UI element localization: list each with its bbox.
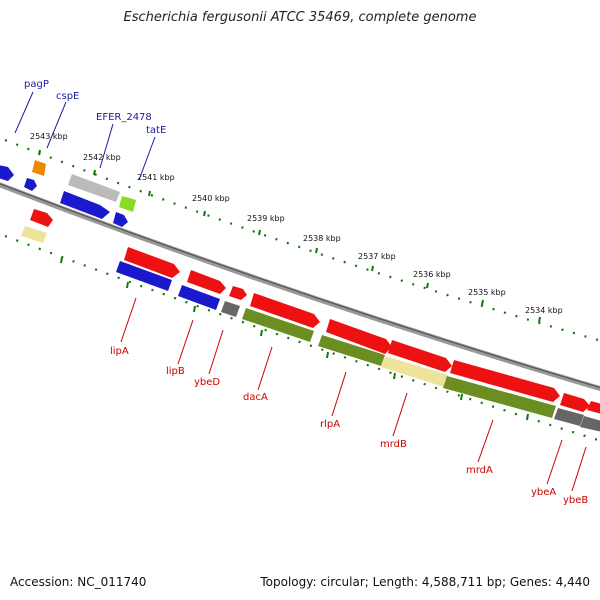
gene-red-5[interactable] — [326, 319, 392, 354]
tick-label-2537: 2537 kbp — [358, 252, 396, 261]
tick-label-2542: 2542 kbp — [83, 153, 121, 162]
gene-tatE-block[interactable] — [119, 196, 136, 212]
gene-label-pagP[interactable]: pagP — [24, 79, 49, 90]
gene-label-rlpA[interactable]: rlpA — [320, 419, 340, 430]
gene-ybeD-block[interactable] — [221, 301, 240, 317]
genome-backbone — [0, 182, 600, 392]
gene-red-7[interactable] — [450, 360, 560, 402]
gene-rlpA-block[interactable] — [318, 335, 385, 366]
gene-lipA-block[interactable] — [116, 261, 172, 291]
gene-red-3[interactable] — [229, 286, 247, 300]
gene-red-8[interactable] — [560, 393, 590, 412]
gene-small-blue-block[interactable] — [113, 212, 128, 227]
gene-label-mrdB[interactable]: mrdB — [380, 439, 407, 450]
gene-mrdA-block[interactable] — [443, 376, 556, 418]
gene-label-tatE[interactable]: tatE — [146, 125, 166, 136]
tick-label-2540: 2540 kbp — [192, 194, 230, 203]
genome-summary-text: Topology: circular; Length: 4,588,711 bp… — [260, 575, 590, 589]
gene-yellow-left[interactable] — [21, 226, 47, 243]
gene-label-dacA[interactable]: dacA — [243, 392, 268, 403]
gene-red-4[interactable] — [250, 293, 320, 328]
gene-pagP-block[interactable] — [0, 165, 14, 181]
gene-label-lipA[interactable]: lipA — [110, 346, 129, 357]
tick-label-2538: 2538 kbp — [303, 234, 341, 243]
bottom-label-leaders — [120, 297, 587, 492]
gene-red-2[interactable] — [187, 270, 226, 294]
gene-lipB-block[interactable] — [178, 285, 220, 310]
gene-mrdB-block[interactable] — [381, 356, 448, 387]
gene-label-EFER_2478[interactable]: EFER_2478 — [96, 112, 152, 123]
accession-text: Accession: NC_011740 — [10, 575, 147, 589]
inner-major-ticks — [60, 256, 529, 421]
gene-red-small-left[interactable] — [30, 209, 53, 227]
major-ticks — [38, 149, 541, 323]
tick-label-2541: 2541 kbp — [137, 173, 175, 182]
gene-blue-long-block[interactable] — [60, 191, 110, 219]
map-title: Escherichia fergusonii ATCC 35469, compl… — [123, 10, 477, 25]
gene-red-9[interactable] — [587, 401, 600, 414]
tick-label-2534: 2534 kbp — [525, 306, 563, 315]
gene-label-ybeD[interactable]: ybeD — [194, 377, 220, 388]
gene-label-lipB[interactable]: lipB — [166, 366, 185, 377]
gene-label-ybeB[interactable]: ybeB — [563, 495, 588, 506]
gene-cspE-block[interactable] — [24, 178, 37, 191]
gene-label-cspE[interactable]: cspE — [56, 91, 79, 102]
gene-dacA-block[interactable] — [242, 308, 314, 342]
tick-label-2543: 2543 kbp — [30, 132, 68, 141]
tick-label-2535: 2535 kbp — [468, 288, 506, 297]
gene-lipA-red-block[interactable] — [124, 247, 180, 278]
gene-ybeB-block[interactable] — [580, 416, 600, 432]
tick-label-2539: 2539 kbp — [247, 214, 285, 223]
gene-label-mrdA[interactable]: mrdA — [466, 465, 493, 476]
inner-tick-track — [4, 234, 599, 442]
gene-ybeA-block[interactable] — [554, 408, 584, 426]
gene-blocks-bottom — [116, 247, 600, 432]
gene-blocks-top — [0, 160, 136, 243]
gene-efer2478-block[interactable] — [68, 174, 120, 202]
gene-label-ybeA[interactable]: ybeA — [531, 487, 556, 498]
gene-orange-block[interactable] — [32, 160, 46, 176]
gene-red-6[interactable] — [388, 340, 452, 372]
tick-label-2536: 2536 kbp — [413, 270, 451, 279]
top-label-leaders — [14, 91, 156, 181]
